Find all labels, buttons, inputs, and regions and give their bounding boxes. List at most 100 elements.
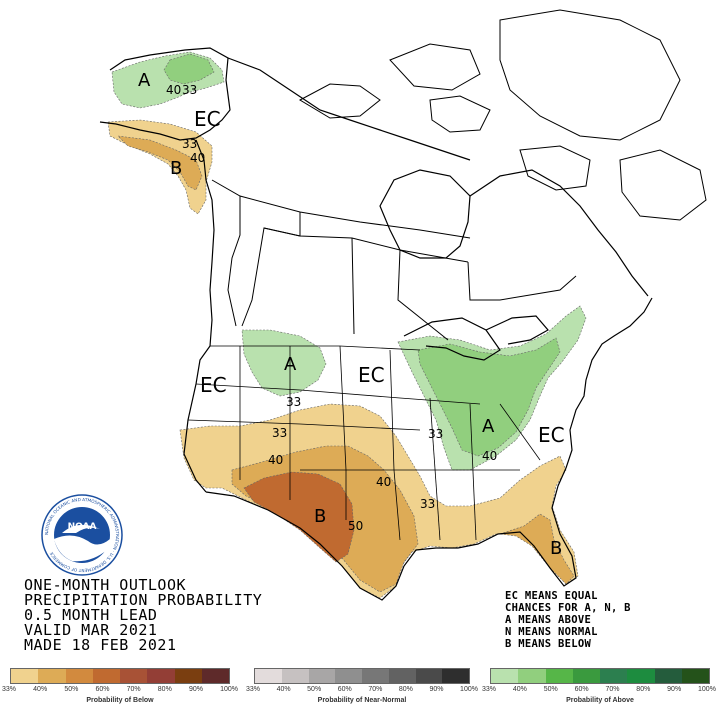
normal-scale-swatch (281, 669, 309, 683)
coast-below-40 (117, 135, 203, 191)
above-scale-swatch (627, 669, 655, 683)
title-line-5: MADE 18 FEB 2021 (24, 636, 177, 654)
ohio-40-contour-label: 40 (482, 449, 497, 463)
legend-line-4: N MEANS NORMAL (505, 626, 598, 638)
southwest-33-contour-label: 33 (272, 426, 287, 440)
alaska-33-contour-label: 33 (182, 83, 197, 97)
legend-explanation: EC MEANS EQUAL CHANCES FOR A, N, B A MEA… (505, 590, 631, 650)
west-ec-label: EC (200, 373, 227, 397)
coast-40-contour-label: 40 (190, 151, 205, 165)
normal-scale-swatch (442, 669, 469, 683)
below-scale-labels: 33% 40% 50% 60% 70% 80% 90% 100% (2, 686, 238, 693)
ohio-above-40 (417, 337, 561, 457)
normal-scale-swatch (308, 669, 336, 683)
normal-scale-label: 33% (246, 686, 261, 693)
below-scale-swatch (92, 669, 120, 683)
above-scale-swatch (491, 669, 519, 683)
noaa-logo: NOAA NATIONAL OCEANIC AND ATMOSPHERIC AD… (41, 494, 123, 576)
normal-scale-label: 40% (276, 686, 291, 693)
below-scale-label: 100% (220, 686, 238, 693)
below-scale-swatch (174, 669, 202, 683)
southwest-50-contour-label: 50 (348, 519, 363, 533)
southwest-below-label: B (314, 506, 326, 527)
normal-scale-labels: 33% 40% 50% 60% 70% 80% 90% 100% (246, 686, 478, 693)
arctic-islands (298, 9, 707, 221)
normal-scale-swatch (388, 669, 416, 683)
southwest-40-contour-label-east: 40 (376, 475, 391, 489)
noaa-logo-text: NOAA (68, 522, 97, 532)
normal-scale-label: 90% (429, 686, 444, 693)
normal-scale-swatch (255, 669, 282, 683)
below-scale-swatch (201, 669, 229, 683)
plains-ec-label: EC (358, 363, 385, 387)
province-borders (211, 179, 577, 341)
coast-below-label: B (170, 158, 182, 179)
normal-scale-swatch (335, 669, 362, 683)
above-scale-label: 40% (512, 686, 527, 693)
above-scale-swatch (600, 669, 628, 683)
alaska-above-label: A (138, 70, 151, 91)
gulf-33-contour-label: 33 (420, 497, 435, 511)
below-scale-label: 33% (2, 686, 17, 693)
above-scale-swatch (681, 669, 709, 683)
normal-scale-label: 60% (337, 686, 352, 693)
above-color-scale (490, 668, 710, 684)
south-below-50 (243, 471, 355, 563)
normal-scale-label: 100% (460, 686, 478, 693)
legend-line-5: B MEANS BELOW (505, 638, 592, 650)
below-scale-title: Probability of Below (86, 697, 154, 704)
florida-below-label: B (550, 538, 562, 559)
legend-line-1: EC MEANS EQUAL (505, 590, 598, 602)
legend-line-3: A MEANS ABOVE (505, 614, 592, 626)
state-borders (187, 345, 541, 541)
title-line-1: ONE-MONTH OUTLOOK (24, 576, 187, 594)
southwest-40-contour-label-west: 40 (268, 453, 283, 467)
above-scale-swatch (572, 669, 600, 683)
title-line-2: PRECIPITATION PROBABILITY (24, 591, 263, 609)
above-scale-labels: 33% 40% 50% 60% 70% 80% 90% 100% (482, 686, 716, 693)
above-scale-swatch (654, 669, 682, 683)
below-scale-label: 70% (126, 686, 141, 693)
normal-scale-label: 50% (307, 686, 322, 693)
above-scale-label: 50% (543, 686, 558, 693)
normal-scale-swatch (415, 669, 443, 683)
title-line-3: 0.5 MONTH LEAD (24, 606, 158, 624)
below-scale-swatch (65, 669, 93, 683)
above-scale-swatch (518, 669, 546, 683)
below-scale-label: 50% (64, 686, 79, 693)
above-scale-label: 60% (574, 686, 589, 693)
above-scale-label: 80% (636, 686, 651, 693)
below-scale-label: 90% (188, 686, 203, 693)
normal-scale-swatch (362, 669, 389, 683)
below-scale-label: 80% (157, 686, 172, 693)
title-line-4: VALID MAR 2021 (24, 621, 158, 639)
outlook-title-block: ONE-MONTH OUTLOOK PRECIPITATION PROBABIL… (24, 578, 262, 653)
normal-scale-title: Probability of Near-Normal (317, 697, 407, 704)
alaska-40-contour-label: 40 (166, 83, 181, 97)
montana-above-label: A (284, 354, 297, 375)
coastlines (99, 47, 653, 601)
above-scale-title: Probability of Above (566, 697, 634, 704)
normal-scale-label: 80% (398, 686, 413, 693)
below-scale-label: 60% (95, 686, 110, 693)
below-scale-label: 40% (33, 686, 48, 693)
ohio-above-label: A (482, 416, 495, 437)
legend-line-2: CHANCES FOR A, N, B (505, 602, 631, 614)
above-scale-label: 100% (698, 686, 716, 693)
above-scale-label: 90% (667, 686, 682, 693)
ohio-33-contour-label: 33 (428, 427, 443, 441)
below-scale-swatch (120, 669, 148, 683)
below-scale-swatch (147, 669, 175, 683)
above-scale-label: 70% (605, 686, 620, 693)
alaska-above-40 (163, 53, 215, 85)
florida-below-40 (499, 513, 575, 585)
above-scale-label: 33% (482, 686, 497, 693)
alaska-ec-label: EC (194, 107, 221, 131)
below-scale-swatch (11, 669, 39, 683)
montana-above-region (241, 329, 327, 397)
above-scale-swatch (545, 669, 573, 683)
below-scale-swatch (38, 669, 66, 683)
normal-color-scale (254, 668, 470, 684)
normal-scale-label: 70% (368, 686, 383, 693)
